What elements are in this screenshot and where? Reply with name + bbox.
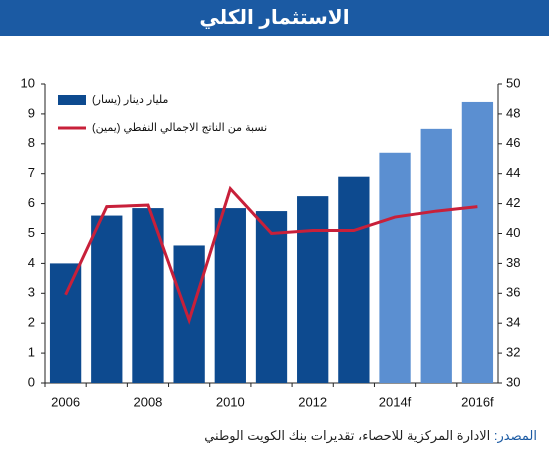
bar [91,215,123,383]
bar [255,211,288,383]
y-tick-label: 1 [28,345,35,360]
legend-label: مليار دينار (يسار) [92,94,169,106]
line [64,185,478,325]
y2-tick-label: 44 [506,165,520,180]
x-tick-label: 2008 [133,394,162,409]
y-tick-label: 8 [28,135,35,150]
y2-tick-label: 46 [506,135,520,150]
bar [420,128,452,383]
y-tick-label: 10 [21,75,35,90]
bar [338,176,370,383]
y-tick-label: 5 [28,225,35,240]
x-tick-label: 2012 [298,394,327,409]
source-text: الادارة المركزية للاحصاء، تقديرات بنك ال… [204,428,491,443]
y2-tick-label: 38 [506,255,520,270]
bar [173,245,205,383]
x-tick-label: 2016f [461,394,494,409]
y-tick-label: 4 [28,255,35,270]
y2-tick-label: 32 [506,345,520,360]
y-tick-label: 6 [28,195,35,210]
bar [379,152,411,383]
y2-tick-label: 50 [506,75,520,90]
bar [461,101,494,383]
chart-title: الاستثمار الكلي [0,0,549,36]
legend-swatch [58,95,86,105]
x-tick-label: 2014f [379,394,412,409]
x-tick-label: 2010 [216,394,245,409]
source-label: المصدر: [493,428,537,443]
legend-label: نسبة من الناتج الاجمالي النفطي (يمين) [92,122,267,134]
y2-tick-label: 48 [506,105,520,120]
bar [297,196,329,383]
y-tick-label: 3 [28,285,35,300]
source: المصدر: الادارة المركزية للاحصاء، تقديرا… [204,428,537,444]
x-tick-label: 2006 [51,394,80,409]
y-tick-label: 2 [28,315,35,330]
y2-tick-label: 42 [506,195,520,210]
bar [49,263,82,383]
y-tick-label: 7 [28,165,35,180]
y2-tick-label: 34 [506,315,520,330]
y2-tick-label: 36 [506,285,520,300]
y2-tick-label: 30 [506,374,520,389]
bar [214,208,246,383]
y2-tick-label: 40 [506,225,520,240]
y-tick-label: 9 [28,105,35,120]
y-tick-label: 0 [28,374,35,389]
